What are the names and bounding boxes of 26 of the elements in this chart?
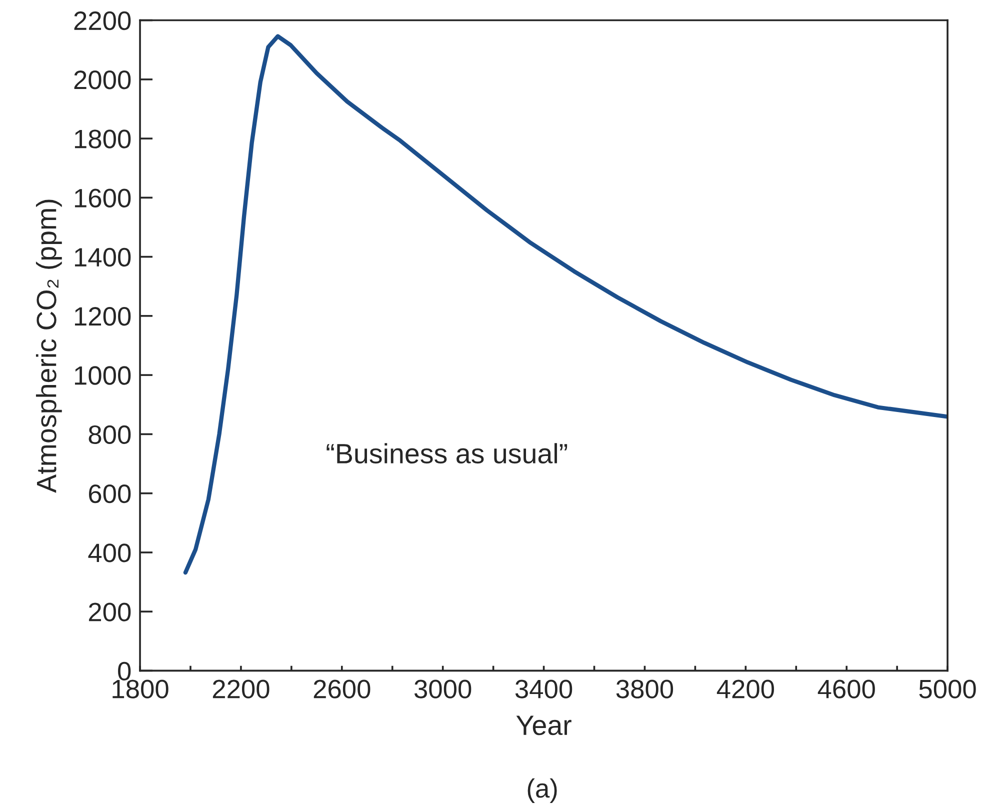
y-tick-label: 0 (118, 662, 131, 681)
y-tick-label: 200 (88, 602, 131, 622)
y-tick-label: 400 (88, 544, 131, 562)
x-tick-label: 3000 (414, 680, 472, 698)
x-tick-label: 4200 (716, 680, 774, 698)
y-tick-label: 1600 (74, 188, 131, 208)
y-tick-label: 1200 (74, 307, 131, 326)
annotation: “Business as usual” (326, 443, 568, 464)
x-tick-label: 2200 (212, 680, 270, 698)
y-tick-label: 800 (88, 425, 131, 444)
y-tick-label: 1000 (74, 366, 131, 385)
x-tick-label: 5000 (919, 680, 976, 698)
y-tick-label: 2200 (74, 11, 131, 30)
y-axis-title: Atmospheric CO₂ (ppm) (36, 200, 62, 493)
y-tick-label: 2000 (74, 70, 131, 90)
x-tick-label: 3800 (616, 680, 674, 698)
y-tick-label: 600 (88, 484, 131, 504)
x-tick-label: 2600 (314, 680, 370, 698)
x-tick-label: 4600 (818, 680, 875, 698)
x-tick-label: 1800 (112, 680, 168, 698)
y-tick-label: 1400 (74, 248, 131, 267)
x-tick-label: 3400 (515, 680, 572, 698)
line-series (183, 34, 948, 575)
text: (a) (528, 778, 557, 804)
y-tick-label: 1800 (74, 130, 131, 148)
x-axis-title: Year (516, 716, 572, 736)
